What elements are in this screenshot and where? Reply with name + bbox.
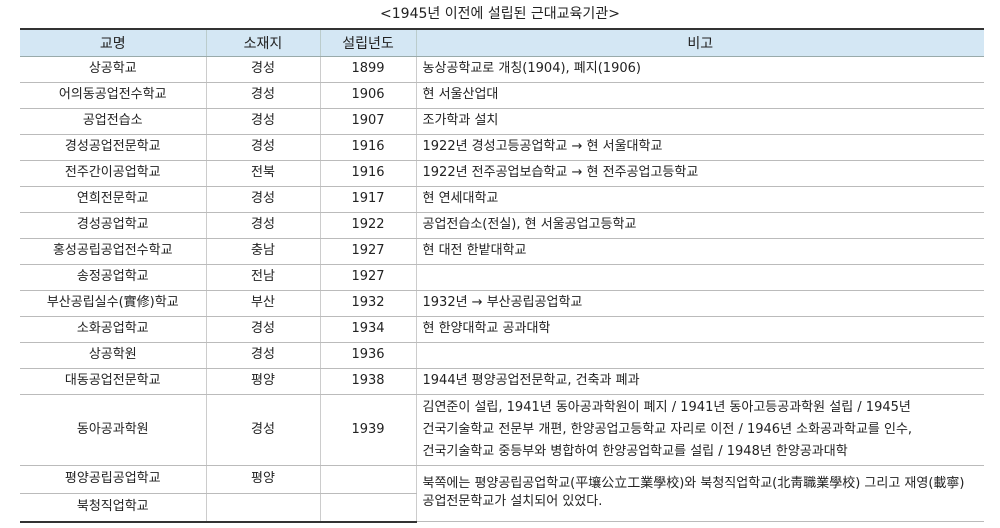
school-year: 1938 — [319, 368, 417, 395]
school-year: 1932 — [319, 290, 417, 317]
school-name: 북청직업학교 — [20, 493, 207, 523]
school-name: 소화공업학교 — [20, 316, 207, 343]
school-note: 현 대전 한밭대학교 — [415, 238, 984, 265]
school-year: 1916 — [319, 134, 417, 161]
school-year: 1934 — [319, 316, 417, 343]
table-row: 동아공과학원 경성 1939 김연준이 설립, 1941년 동아공과학원이 폐지… — [20, 394, 984, 466]
school-location: 전북 — [205, 160, 321, 187]
school-note — [415, 342, 984, 369]
school-note: 조가학과 설치 — [415, 108, 984, 135]
school-location: 경성 — [205, 394, 321, 466]
school-name: 상공학교 — [20, 56, 207, 83]
school-name: 연희전문학교 — [20, 186, 207, 213]
table-row: 부산공립실수(實修)학교 부산 1932 1932년 → 부산공립공업학교 — [20, 290, 984, 317]
table-row: 대동공업전문학교 평양 1938 1944년 평양공업전문학교, 건축과 폐과 — [20, 368, 984, 395]
table-row: 경성공업학교 경성 1922 공업전습소(전실), 현 서울공업고등학교 — [20, 212, 984, 239]
school-location: 전남 — [205, 264, 321, 291]
school-year: 1936 — [319, 342, 417, 369]
school-name: 부산공립실수(實修)학교 — [20, 290, 207, 317]
school-name: 어의동공업전수학교 — [20, 82, 207, 109]
school-note: 현 한양대학교 공과대학 — [415, 316, 984, 343]
school-location: 경성 — [205, 342, 321, 369]
school-note: 1922년 전주공업보습학교 → 현 전주공업고등학교 — [415, 160, 984, 187]
table-row: 상공학교 경성 1899 농상공학교로 개칭(1904), 폐지(1906) — [20, 56, 984, 83]
school-location — [205, 493, 321, 523]
table-row: 공업전습소 경성 1907 조가학과 설치 — [20, 108, 984, 135]
school-location: 경성 — [205, 134, 321, 161]
school-name: 대동공업전문학교 — [20, 368, 207, 395]
table-row: 상공학원 경성 1936 — [20, 342, 984, 369]
table-row: 연희전문학교 경성 1917 현 연세대학교 — [20, 186, 984, 213]
school-year — [319, 465, 417, 494]
school-name: 동아공과학원 — [20, 394, 207, 466]
school-note: 1944년 평양공업전문학교, 건축과 폐과 — [415, 368, 984, 395]
table-row: 어의동공업전수학교 경성 1906 현 서울산업대 — [20, 82, 984, 109]
school-note: 북쪽에는 평양공립공업학교(平壤公立工業學校)와 북청직업학교(北靑職業學校) … — [415, 465, 984, 522]
table-row: 평양공립공업학교 평양 북쪽에는 평양공립공업학교(平壤公立工業學校)와 북청직… — [20, 465, 984, 522]
school-location: 경성 — [205, 56, 321, 83]
table-row: 전주간이공업학교 전북 1916 1922년 전주공업보습학교 → 현 전주공업… — [20, 160, 984, 187]
school-note: 1922년 경성고등공업학교 → 현 서울대학교 — [415, 134, 984, 161]
header-location: 소재지 — [205, 28, 321, 57]
table-row: 홍성공립공업전수학교 충남 1927 현 대전 한밭대학교 — [20, 238, 984, 265]
school-note: 현 연세대학교 — [415, 186, 984, 213]
school-note: 현 서울산업대 — [415, 82, 984, 109]
school-note: 농상공학교로 개칭(1904), 폐지(1906) — [415, 56, 984, 83]
header-note: 비고 — [415, 28, 984, 57]
school-location: 경성 — [205, 186, 321, 213]
school-year: 1917 — [319, 186, 417, 213]
table-row: 경성공업전문학교 경성 1916 1922년 경성고등공업학교 → 현 서울대학… — [20, 134, 984, 161]
header-name: 교명 — [20, 28, 207, 57]
school-year: 1927 — [319, 238, 417, 265]
table-header-row: 교명 소재지 설립년도 비고 — [20, 28, 984, 57]
school-note: 공업전습소(전실), 현 서울공업고등학교 — [415, 212, 984, 239]
school-name: 홍성공립공업전수학교 — [20, 238, 207, 265]
school-note — [415, 264, 984, 291]
school-name: 평양공립공업학교 — [20, 465, 207, 494]
school-location: 부산 — [205, 290, 321, 317]
table-caption: <1945년 이전에 설립된 근대교육기관> — [380, 6, 620, 22]
school-note: 1932년 → 부산공립공업학교 — [415, 290, 984, 317]
school-name: 상공학원 — [20, 342, 207, 369]
school-year: 1939 — [319, 394, 417, 466]
schools-table: 교명 소재지 설립년도 비고 상공학교 경성 1899 농상공학교로 개칭(19… — [20, 28, 984, 523]
school-name: 경성공업학교 — [20, 212, 207, 239]
header-year: 설립년도 — [319, 28, 417, 57]
school-year: 1922 — [319, 212, 417, 239]
school-location: 경성 — [205, 108, 321, 135]
school-note: 김연준이 설립, 1941년 동아공과학원이 폐지 / 1941년 동아고등공과… — [415, 394, 984, 466]
school-year: 1899 — [319, 56, 417, 83]
school-year: 1907 — [319, 108, 417, 135]
school-name: 공업전습소 — [20, 108, 207, 135]
school-location: 경성 — [205, 316, 321, 343]
school-location: 경성 — [205, 82, 321, 109]
table-row: 송정공업학교 전남 1927 — [20, 264, 984, 291]
school-name: 경성공업전문학교 — [20, 134, 207, 161]
school-location: 경성 — [205, 212, 321, 239]
school-year: 1927 — [319, 264, 417, 291]
school-location: 평양 — [205, 368, 321, 395]
school-name: 송정공업학교 — [20, 264, 207, 291]
table-row: 소화공업학교 경성 1934 현 한양대학교 공과대학 — [20, 316, 984, 343]
school-year: 1916 — [319, 160, 417, 187]
school-location: 평양 — [205, 465, 321, 494]
school-name: 전주간이공업학교 — [20, 160, 207, 187]
school-year — [319, 493, 416, 523]
school-year: 1906 — [319, 82, 417, 109]
table-row: 북청직업학교 — [20, 493, 984, 523]
school-location: 충남 — [205, 238, 321, 265]
